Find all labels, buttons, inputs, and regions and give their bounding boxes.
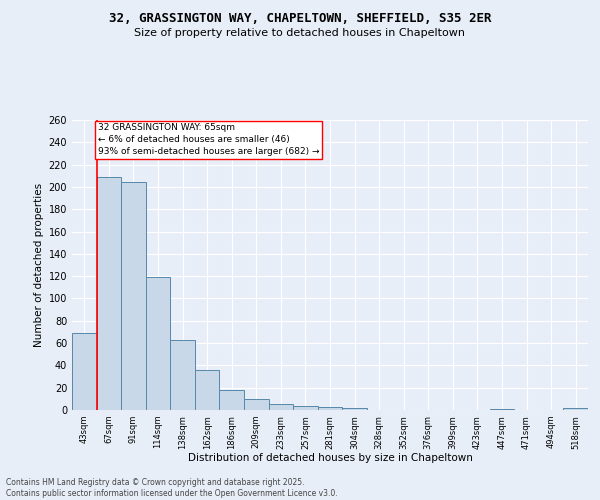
Bar: [195, 370, 220, 410]
Text: 32 GRASSINGTON WAY: 65sqm
← 6% of detached houses are smaller (46)
93% of semi-d: 32 GRASSINGTON WAY: 65sqm ← 6% of detach…: [98, 124, 319, 156]
Bar: [318, 406, 342, 410]
Bar: [97, 177, 121, 410]
Bar: [121, 182, 146, 410]
Bar: [170, 340, 195, 410]
Bar: [269, 404, 293, 410]
Y-axis label: Number of detached properties: Number of detached properties: [34, 183, 44, 347]
Bar: [293, 406, 318, 410]
Bar: [563, 408, 588, 410]
X-axis label: Distribution of detached houses by size in Chapeltown: Distribution of detached houses by size …: [188, 453, 472, 463]
Bar: [490, 409, 514, 410]
Text: Contains HM Land Registry data © Crown copyright and database right 2025.
Contai: Contains HM Land Registry data © Crown c…: [6, 478, 338, 498]
Bar: [146, 278, 170, 410]
Text: 32, GRASSINGTON WAY, CHAPELTOWN, SHEFFIELD, S35 2ER: 32, GRASSINGTON WAY, CHAPELTOWN, SHEFFIE…: [109, 12, 491, 26]
Bar: [220, 390, 244, 410]
Text: Size of property relative to detached houses in Chapeltown: Size of property relative to detached ho…: [134, 28, 466, 38]
Bar: [72, 333, 97, 410]
Bar: [342, 408, 367, 410]
Bar: [244, 399, 269, 410]
